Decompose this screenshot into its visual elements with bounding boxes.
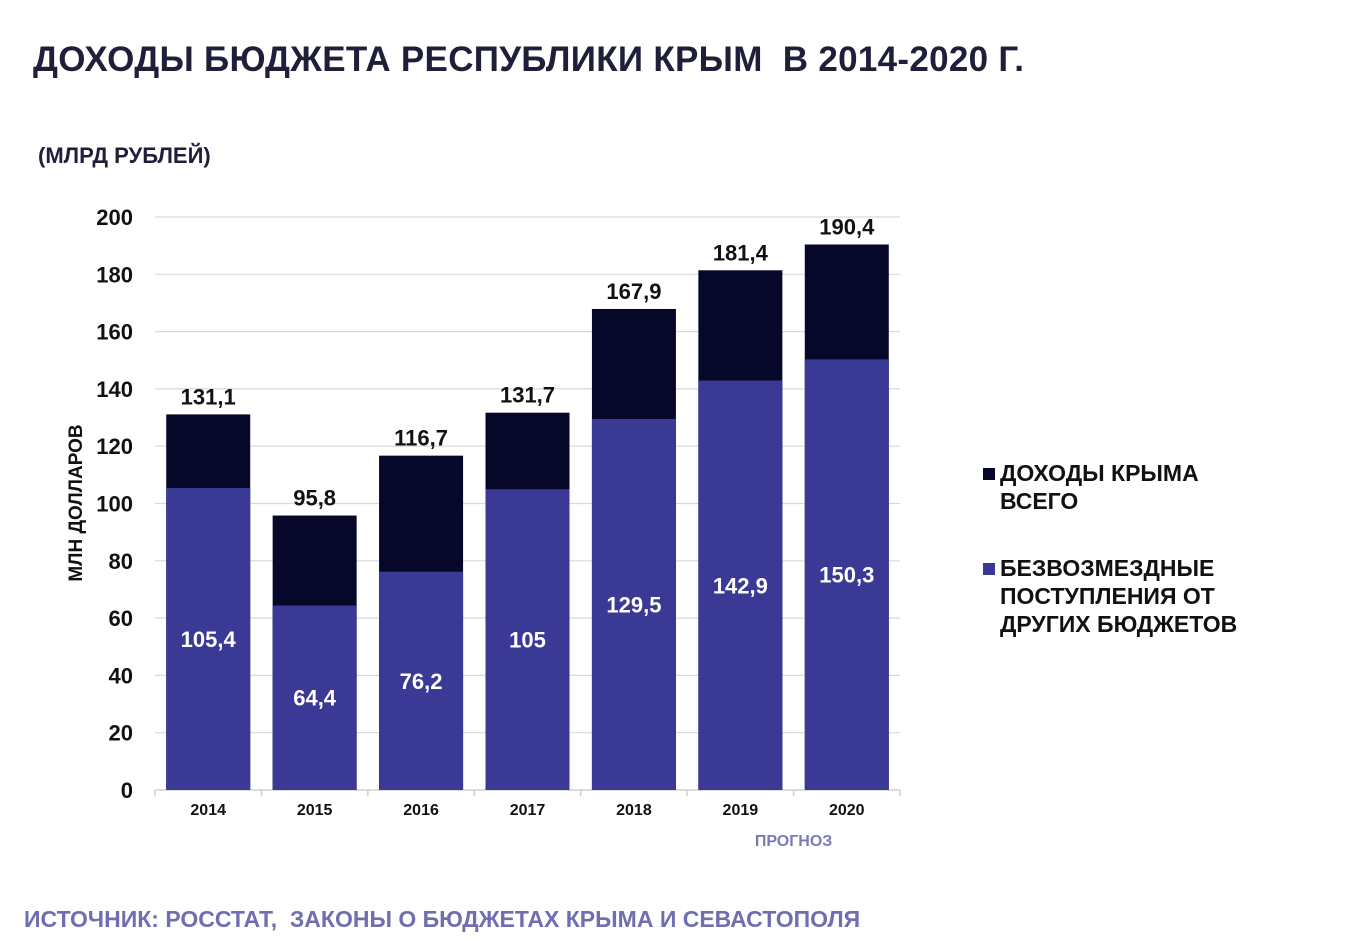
y-tick-label: 0 <box>121 778 133 803</box>
data-label-transfers: 76,2 <box>400 669 443 694</box>
bar-transfers-2020 <box>804 359 889 790</box>
data-label-total: 131,7 <box>500 383 555 408</box>
bar-transfers-2018 <box>591 418 676 790</box>
data-label-total: 181,4 <box>713 240 769 265</box>
forecast-label: ПРОГНОЗ <box>755 833 833 850</box>
y-tick-label: 80 <box>109 549 133 574</box>
bar-transfers-2017 <box>485 489 570 790</box>
y-tick-label: 20 <box>109 721 133 746</box>
legend-item-transfers: БЕЗВОЗМЕЗДНЫЕ ПОСТУПЛЕНИЯ ОТ ДРУГИХ БЮДЖ… <box>983 554 1283 638</box>
y-tick-label: 160 <box>96 320 133 345</box>
y-tick-label: 40 <box>109 663 133 688</box>
bar-transfers-2015 <box>272 605 357 790</box>
legend-item-total: ДОХОДЫ КРЫМА ВСЕГО <box>983 459 1283 515</box>
y-axis-label: МЛН ДОЛЛАРОВ <box>66 424 87 581</box>
x-tick-label: 2018 <box>616 802 652 819</box>
source-note: ИСТОЧНИК: РОССТАТ, ЗАКОНЫ О БЮДЖЕТАХ КРЫ… <box>24 906 861 932</box>
unit-label: (МЛРД РУБЛЕЙ) <box>38 143 211 168</box>
legend-label-total: ДОХОДЫ КРЫМА ВСЕГО <box>1000 460 1199 514</box>
data-label-transfers: 129,5 <box>606 592 661 617</box>
data-label-transfers: 142,9 <box>713 573 768 598</box>
y-tick-label: 60 <box>109 606 133 631</box>
bar-transfers-2019 <box>698 380 783 790</box>
x-tick-label: 2019 <box>723 802 759 819</box>
legend-swatch-transfers <box>983 563 995 575</box>
data-label-transfers: 150,3 <box>819 563 874 588</box>
x-tick-label: 2015 <box>297 802 333 819</box>
x-tick-label: 2020 <box>829 802 865 819</box>
y-tick-label: 140 <box>96 377 133 402</box>
legend-swatch-total <box>983 468 995 480</box>
legend-label-transfers: БЕЗВОЗМЕЗДНЫЕ ПОСТУПЛЕНИЯ ОТ ДРУГИХ БЮДЖ… <box>1000 555 1238 637</box>
data-label-total: 167,9 <box>606 279 661 304</box>
bar-transfers-2016 <box>379 571 464 790</box>
x-tick-label: 2017 <box>510 802 546 819</box>
data-label-total: 116,7 <box>394 426 448 451</box>
x-tick-label: 2014 <box>190 802 226 819</box>
x-tick-label: 2016 <box>403 802 439 819</box>
y-tick-label: 200 <box>96 205 133 230</box>
data-label-transfers: 64,4 <box>293 686 337 711</box>
data-label-total: 131,1 <box>181 384 236 409</box>
data-label-transfers: 105,4 <box>181 627 237 652</box>
y-tick-label: 120 <box>96 434 133 459</box>
data-label-transfers: 105 <box>509 628 546 653</box>
page-title: ДОХОДЫ БЮДЖЕТА РЕСПУБЛИКИ КРЫМ В 2014-20… <box>33 40 1025 79</box>
bar-transfers-2014 <box>166 488 251 790</box>
data-label-total: 95,8 <box>293 486 336 511</box>
y-tick-label: 100 <box>96 492 133 517</box>
y-tick-label: 180 <box>96 262 133 287</box>
data-label-total: 190,4 <box>819 215 875 240</box>
